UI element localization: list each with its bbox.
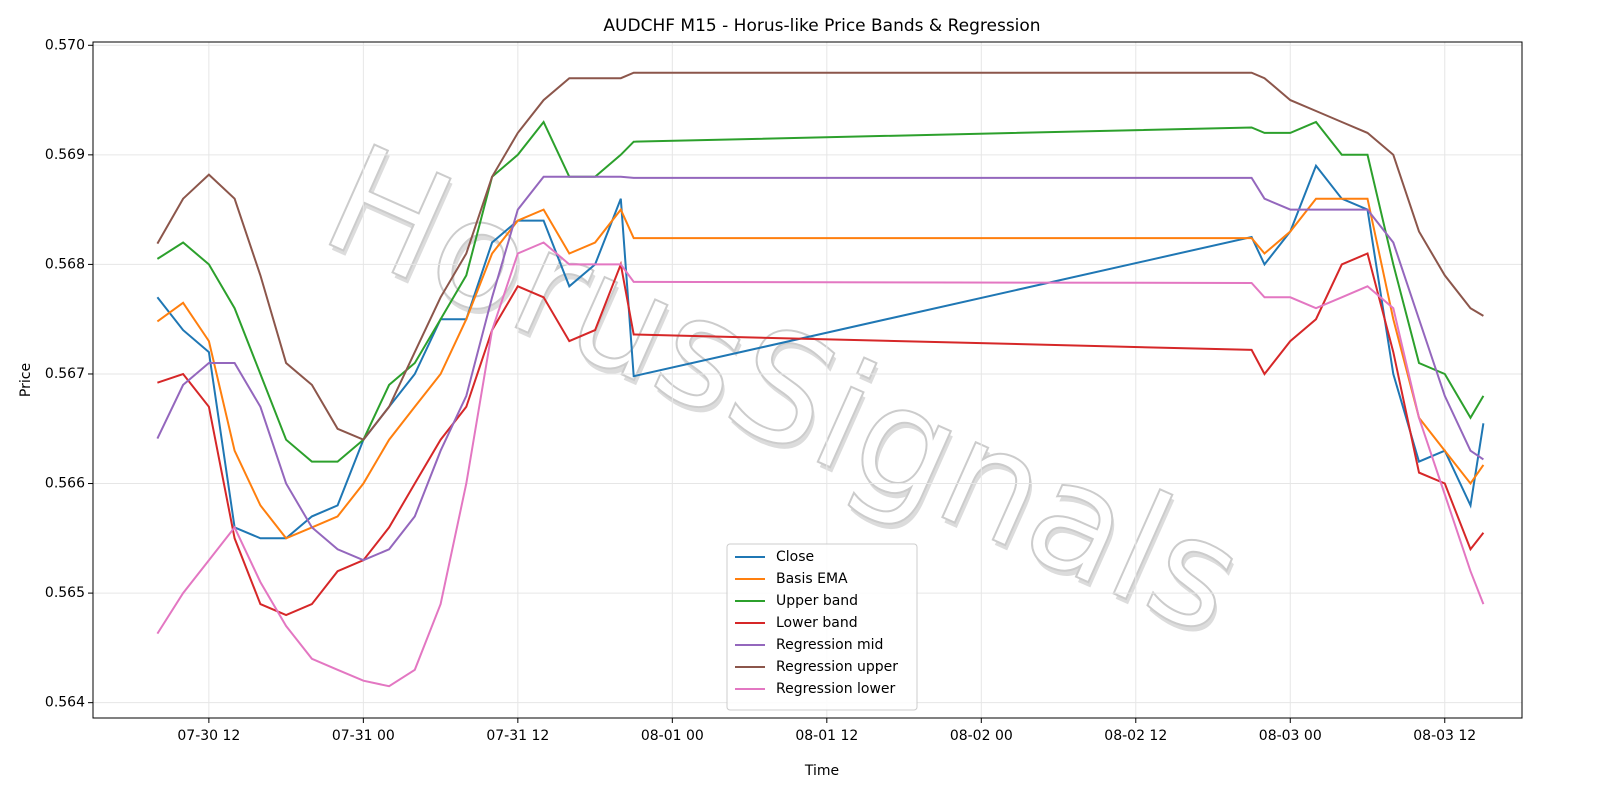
x-tick-label: 07-31 12: [486, 728, 549, 744]
x-tick-label: 08-03 12: [1413, 728, 1476, 744]
x-tick-label: 08-03 00: [1259, 728, 1322, 744]
legend-label: Upper band: [776, 593, 858, 609]
legend-label: Basis EMA: [776, 571, 848, 587]
legend-label: Lower band: [776, 615, 858, 631]
x-tick-label: 08-01 12: [795, 728, 858, 744]
y-tick-label: 0.565: [45, 585, 85, 601]
plot-frame: [92, 41, 1523, 719]
x-tick-label: 08-01 00: [641, 728, 704, 744]
y-tick-label: 0.567: [45, 366, 85, 382]
x-tick-label: 07-31 00: [332, 728, 395, 744]
legend-label: Close: [776, 549, 814, 565]
legend-label: Regression lower: [776, 681, 896, 697]
x-tick-label: 08-02 00: [950, 728, 1013, 744]
series-line: [156, 175, 1484, 562]
legend-label: Regression upper: [776, 659, 898, 675]
y-tick-label: 0.569: [45, 147, 85, 163]
series-line: [157, 252, 1485, 617]
legend-box: [726, 543, 918, 711]
series-line: [156, 120, 1485, 463]
x-tick-label: 07-30 12: [177, 728, 240, 744]
x-tick-label: 08-02 12: [1104, 728, 1167, 744]
chart-title: AUDCHF M15 - Horus-like Price Bands & Re…: [603, 16, 1040, 36]
x-axis-label: Time: [804, 763, 839, 779]
legend-label: Regression mid: [776, 637, 883, 653]
series-line: [156, 197, 1485, 540]
y-tick-label: 0.564: [45, 695, 85, 711]
series-line: [156, 71, 1484, 441]
y-tick-label: 0.566: [45, 476, 85, 492]
y-tick-label: 0.570: [45, 37, 85, 53]
series-line: [156, 241, 1485, 688]
y-axis-label: Price: [18, 363, 34, 397]
y-tick-label: 0.568: [45, 256, 85, 272]
